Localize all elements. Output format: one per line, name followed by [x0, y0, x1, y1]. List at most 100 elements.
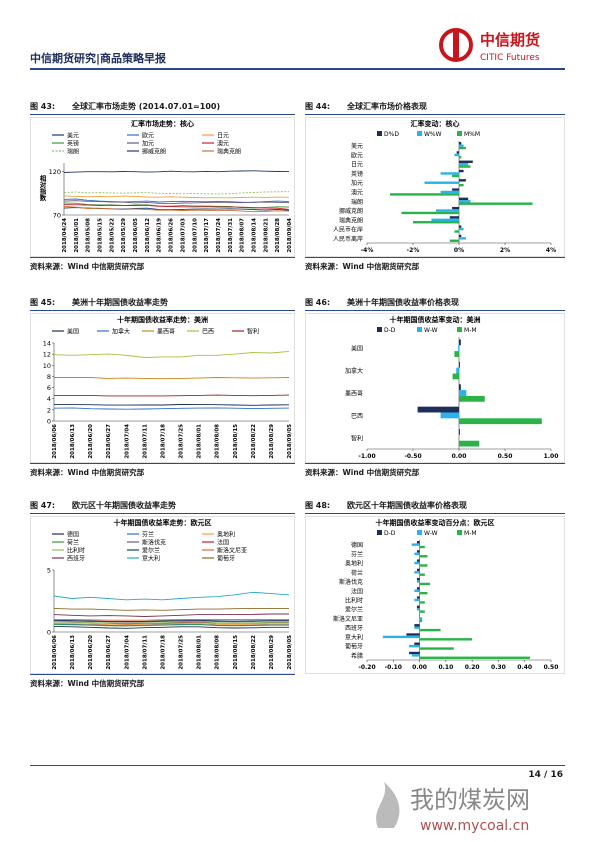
page-number: 14 / 16 — [528, 770, 563, 780]
bar — [419, 656, 530, 659]
legend-label: W-W — [424, 530, 438, 537]
bar — [416, 605, 420, 609]
x-tick-label: 0.50 — [498, 453, 513, 460]
series-line — [53, 591, 290, 601]
chart-title: 十年期国债收益率走势：欧元区 — [114, 518, 212, 527]
legend-swatch — [377, 530, 382, 535]
logo-ring — [439, 28, 473, 62]
y-tick-label: 0 — [47, 418, 51, 426]
y-tick-label: 法国 — [351, 587, 363, 595]
bar — [459, 440, 480, 447]
bar — [452, 174, 459, 178]
x-tick-label: 2018/07/31 — [228, 218, 234, 253]
y-tick-label: 2 — [47, 406, 51, 414]
chart-frame — [305, 516, 565, 674]
bar — [414, 598, 420, 602]
y-tick-label: 8 — [47, 373, 51, 381]
series-line — [54, 618, 289, 621]
legend-label: D%D — [384, 131, 399, 138]
figure: 图 45: 美洲十年期国债收益率走势 十年期国债收益率走势：美洲 美国 加拿大 墨西哥 巴西… — [30, 296, 295, 478]
figure-title: 全球汇率市场价格表现 — [347, 102, 427, 111]
legend-label: 澳元 — [217, 140, 229, 148]
bar — [411, 654, 420, 657]
bar — [390, 193, 459, 196]
x-tick-label: 2018/07/11 — [142, 635, 148, 670]
legend-label: 比利时 — [67, 547, 85, 555]
x-tick-label: 0.00 — [412, 664, 427, 671]
bar — [416, 559, 420, 562]
bar — [440, 172, 459, 175]
bar — [416, 596, 420, 599]
bar — [459, 169, 464, 173]
figure-label: 图 43: — [30, 102, 56, 111]
bar — [459, 146, 466, 150]
logo: 中信期货 CITIC Futures — [439, 28, 540, 63]
y-tick-label: 智利 — [351, 434, 363, 442]
legend-label: W%W — [424, 131, 442, 138]
figure: 图 44: 全球汇率市场价格表现 汇率变动：核心 D%D W%W M%M -4% -2% 0% 2… — [305, 100, 565, 272]
x-tick-label: 2018/06/06 — [52, 424, 58, 459]
chart-frame — [305, 117, 565, 257]
legend-swatch — [417, 131, 422, 136]
bar — [459, 418, 542, 425]
bar — [454, 351, 459, 357]
x-tick-label: 2018/07/18 — [160, 635, 166, 670]
bar — [419, 628, 441, 632]
x-tick-label: 0% — [454, 247, 464, 254]
x-tick-label: 2018/07/11 — [142, 424, 148, 459]
legend-swatch — [377, 327, 382, 332]
bar — [459, 339, 461, 346]
legend-label: W-W — [424, 327, 438, 334]
figure-label: 图 47: — [30, 501, 56, 510]
legend-swatch — [457, 327, 462, 332]
bar — [452, 206, 459, 210]
legend-label: D-D — [384, 327, 396, 334]
bar — [414, 552, 420, 556]
series-line — [63, 202, 290, 209]
x-tick-label: 2018/07/24 — [216, 218, 222, 253]
figure-source: 资料来源：Wind 中信期货研究部 — [30, 674, 295, 690]
bar — [459, 202, 533, 205]
x-tick-label: 2018/05/08 — [86, 218, 92, 253]
figure: 图 46: 美洲十年期国债收益率价格表现 十年期国债收益率变动：美洲 D-D W-W M-… — [305, 296, 565, 478]
bar — [417, 406, 459, 413]
legend-label: 智利 — [247, 328, 259, 336]
series-line — [54, 394, 290, 397]
series-line — [63, 170, 290, 173]
x-tick-label: 2018/07/03 — [180, 218, 186, 253]
bar — [431, 218, 459, 222]
y-tick-label: 意大利 — [345, 633, 363, 641]
x-tick-label: 2018/08/01 — [197, 424, 203, 459]
x-tick-label: 2018/08/01 — [197, 635, 203, 670]
series-line — [53, 625, 289, 629]
figure-source: 资料来源：Wind 中信期货研究部 — [30, 257, 295, 273]
chart: 汇率变动：核心 D%D W%W M%M -4% -2% 0% 2% 4% 美元欧元日元英镑加元澳元… — [305, 117, 565, 257]
legend-label: M%M — [464, 131, 480, 138]
y-tick-label: 葡萄牙 — [345, 643, 363, 651]
x-tick-label: 2018/08/14 — [251, 218, 257, 253]
bar — [459, 234, 462, 238]
y-tick-label: 人民币在岸 — [333, 226, 363, 234]
x-tick-label: 2018/06/06 — [52, 635, 58, 670]
header-rule — [30, 68, 565, 70]
chart-frame — [30, 117, 295, 257]
series-line — [63, 191, 290, 195]
y-tick-label: 斯洛伐克 — [339, 578, 363, 586]
y-tick-label: 5 — [47, 567, 51, 575]
legend-label: 葡萄牙 — [217, 555, 235, 563]
y-tick-label: 比利时 — [345, 597, 363, 605]
figure-label: 图 46: — [305, 298, 331, 307]
y-tick-label: 荷兰 — [351, 569, 363, 577]
x-tick-label: 2018/07/25 — [179, 635, 185, 670]
bar — [459, 160, 473, 163]
figure-source: 资料来源：Wind 中信期货研究部 — [30, 463, 295, 479]
legend-label: 加拿大 — [112, 328, 130, 336]
bar — [459, 142, 462, 145]
y-tick-label: 加拿大 — [345, 367, 363, 375]
x-tick-label: 1.00 — [544, 453, 559, 460]
legend-swatch — [457, 131, 462, 136]
bar — [419, 573, 425, 576]
x-tick-label: 2018/09/04 — [287, 218, 293, 253]
x-tick-label: 2018/07/25 — [179, 424, 185, 459]
